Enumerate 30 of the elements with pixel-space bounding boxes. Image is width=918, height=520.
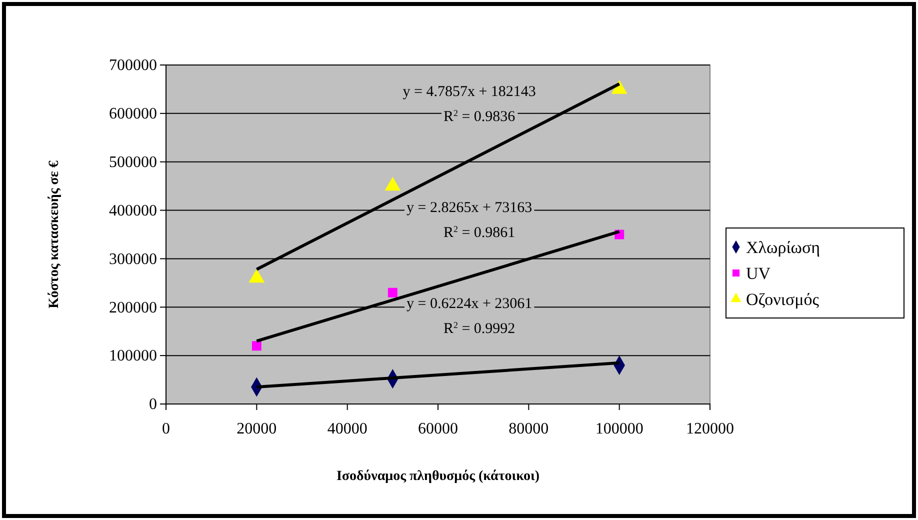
y-tick-label: 600000 — [109, 106, 157, 123]
y-tick-label: 400000 — [109, 202, 157, 220]
annotation: y = 0.6224x + 23061 — [406, 296, 532, 312]
x-tick-label: 20000 — [236, 420, 277, 438]
point — [611, 80, 628, 94]
y-tick-label: 700000 — [109, 57, 157, 74]
x-tick-label: 40000 — [327, 420, 368, 438]
y-tick-label: 500000 — [109, 154, 157, 171]
legend-label: UV — [746, 264, 772, 283]
y-tick-label: 0 — [149, 396, 157, 414]
x-tick-label: 120000 — [686, 420, 734, 438]
y-tick-label: 300000 — [109, 250, 157, 268]
x-tick-label: 100000 — [595, 420, 644, 438]
x-tick-label: 60000 — [418, 420, 458, 438]
annotation: R$^{2}$ = 0.9836 — [443, 108, 516, 125]
legend-label: Οζονισμός — [746, 290, 820, 309]
x-axis-title: Ισοδύναμος πληθυσμός (κάτοικοι) — [336, 469, 540, 484]
annotation: R$^{2}$ = 0.9861 — [443, 224, 516, 242]
point — [388, 288, 398, 298]
y-axis-title: Κόστος κατασκευής σε € — [47, 160, 62, 308]
annotation: R$^{2}$ = 0.9992 — [443, 320, 516, 338]
point — [252, 341, 262, 351]
point — [384, 176, 401, 191]
legend-label: Χλωρίωση — [746, 238, 820, 257]
annotation: y = 4.7857x + 182143 — [402, 84, 536, 100]
y-tick-label: 100000 — [109, 348, 157, 365]
annotation: y = 2.8265x + 73163 — [406, 200, 532, 216]
x-tick-label: 0 — [162, 420, 170, 438]
y-tick-label: 200000 — [109, 299, 157, 316]
x-tick-label: 80000 — [508, 420, 549, 438]
